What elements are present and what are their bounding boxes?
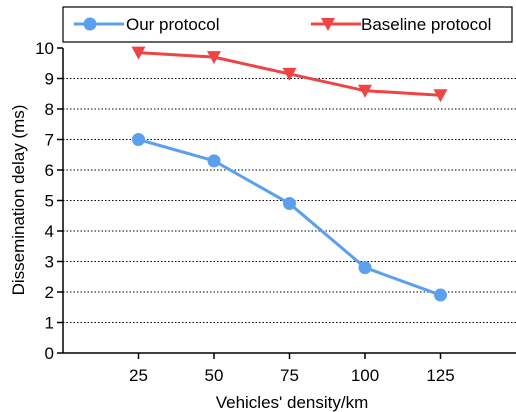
data-point-our-protocol — [283, 197, 296, 211]
y-tick-label: 6 — [45, 161, 54, 180]
data-point-baseline-protocol — [282, 67, 297, 81]
x-tick-label: 50 — [205, 366, 224, 385]
x-axis-label: Vehicles' density/km — [216, 393, 369, 412]
y-tick-label: 9 — [45, 70, 54, 89]
y-tick-label: 8 — [45, 100, 54, 119]
y-tick-label: 7 — [45, 131, 54, 150]
x-axis-ticks: 25 50 75 100 125 — [129, 353, 455, 385]
y-tick-label: 0 — [45, 344, 54, 363]
legend-label-baseline-protocol: Baseline protocol — [361, 15, 491, 34]
y-tick-label: 1 — [45, 314, 54, 333]
series-line-our-protocol — [138, 138, 442, 297]
data-point-our-protocol — [132, 133, 145, 146]
x-tick-label: 125 — [426, 366, 454, 385]
y-tick-label: 3 — [45, 253, 54, 272]
data-point-baseline-protocol — [207, 51, 221, 65]
y-tick-label: 2 — [45, 283, 54, 302]
y-axis-label: Dissemination delay (ms) — [9, 105, 28, 296]
legend-marker-baseline-protocol — [321, 18, 335, 31]
legend-marker-our-protocol — [83, 17, 97, 31]
data-point-our-protocol — [207, 154, 221, 168]
y-tick-label: 5 — [45, 192, 54, 211]
data-point-our-protocol — [434, 288, 447, 302]
x-tick-label: 100 — [351, 366, 379, 385]
data-point-baseline-protocol — [433, 89, 448, 103]
y-axis-ticks: 0 1 2 3 4 5 6 7 8 9 10 — [35, 39, 63, 363]
y-tick-label: 10 — [35, 39, 54, 58]
legend: Our protocol Baseline protocol — [62, 6, 513, 43]
data-point-baseline-protocol — [131, 46, 146, 60]
data-point-baseline-protocol — [358, 84, 372, 98]
x-tick-label: 25 — [129, 366, 148, 385]
legend-label-our-protocol: Our protocol — [126, 15, 220, 34]
x-tick-label: 75 — [280, 366, 299, 385]
y-tick-label: 4 — [45, 222, 54, 241]
legend-box — [62, 6, 513, 43]
series — [131, 46, 448, 302]
data-point-our-protocol — [358, 261, 372, 275]
